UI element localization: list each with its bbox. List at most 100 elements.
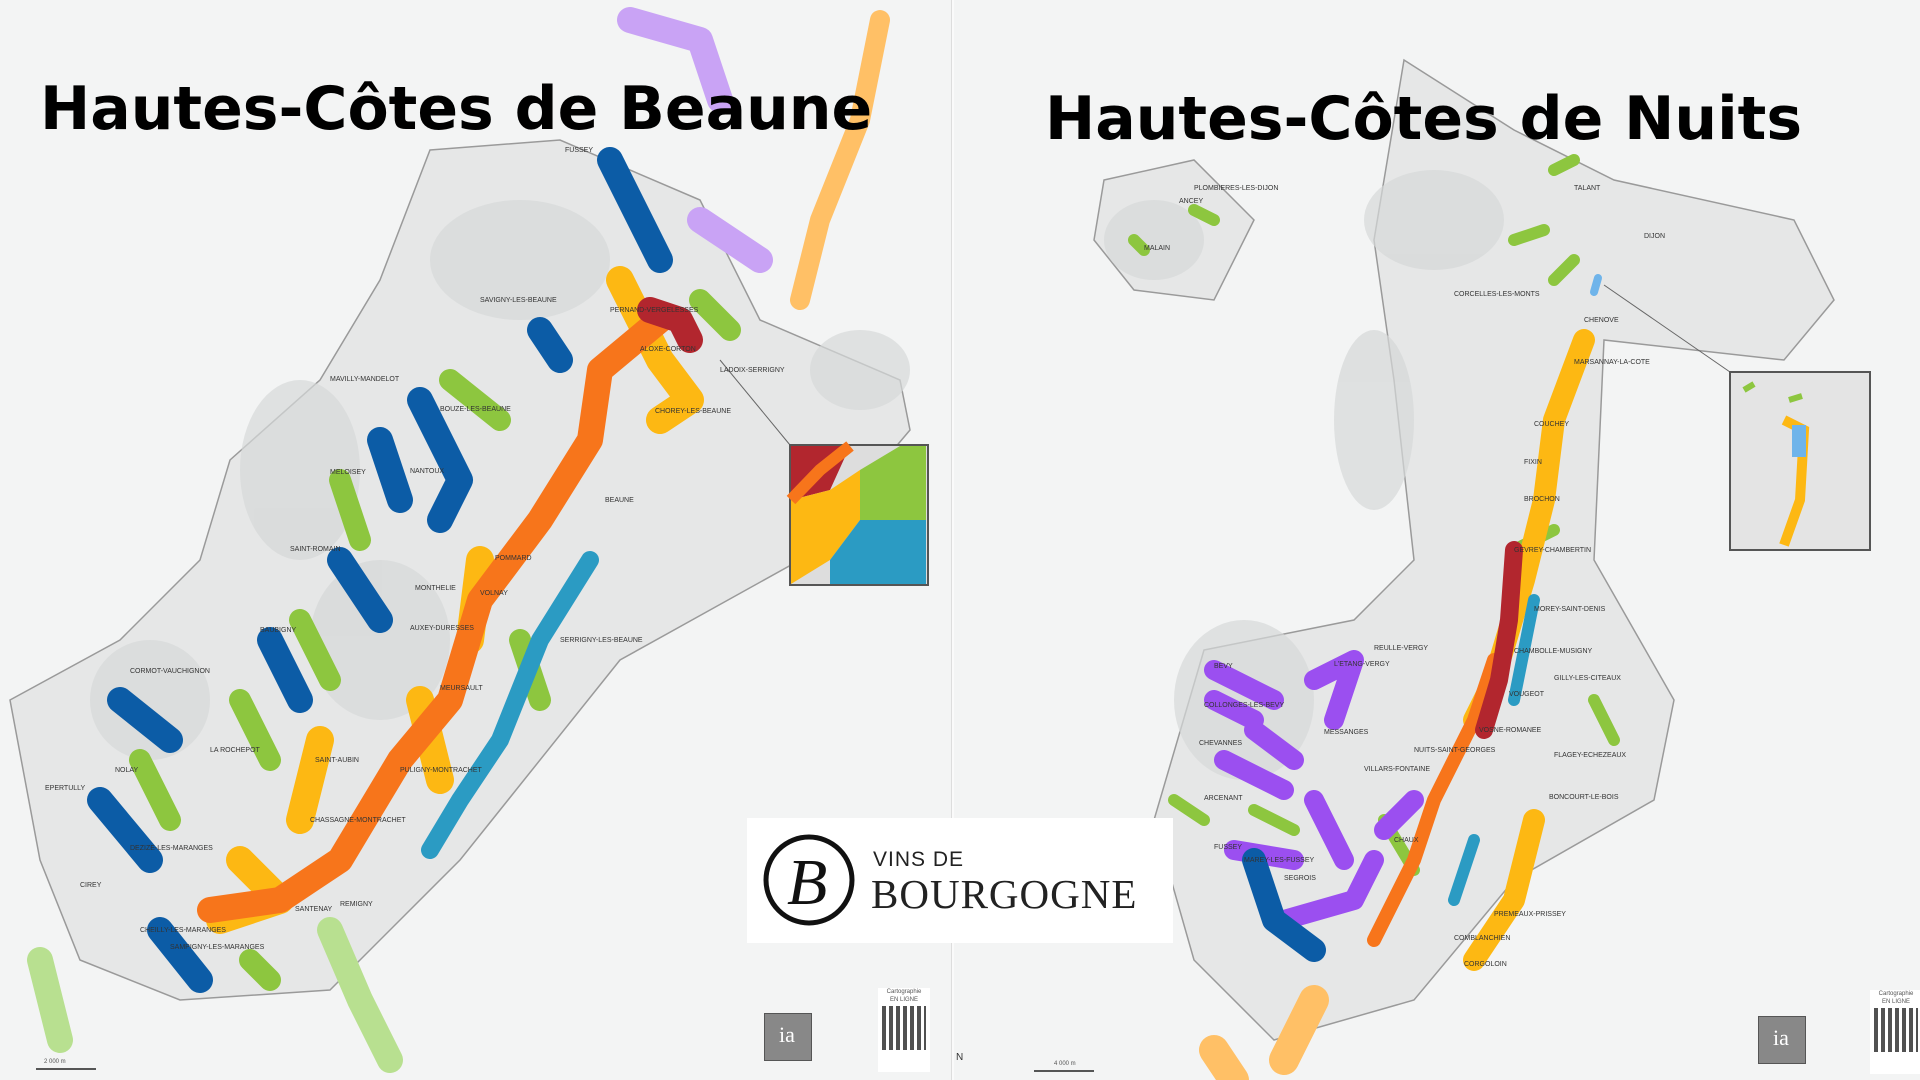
place-label: CIREY [80, 882, 102, 889]
place-label: MARSANNAY-LA-COTE [1574, 359, 1650, 366]
place-label: DEZIZE-LES-MARANGES [130, 845, 213, 852]
vineyard-orange [1367, 653, 1501, 947]
place-label: NOLAY [115, 767, 139, 774]
place-label: EPERTULLY [45, 785, 86, 792]
place-label: CHEILLY-LES-MARANGES [140, 927, 226, 934]
place-label: MALAIN [1144, 245, 1170, 252]
place-label: FIXIN [1524, 459, 1542, 466]
place-labels: DIJON PLOMBIERES-LES-DIJON TALANT ANCEY MALA… [1144, 185, 1665, 968]
vins-de-bourgogne-logo: B VINS DE BOURGOGNE [747, 818, 1173, 943]
place-label: FLAGEY-ECHEZEAUX [1554, 752, 1626, 759]
place-label: NUITS-SAINT-GEORGES [1414, 747, 1496, 754]
logo-line-1: VINS DE [873, 848, 965, 871]
place-label: ARCENANT [1204, 795, 1243, 802]
place-label: MEURSAULT [440, 685, 483, 692]
terrain-hatching [90, 200, 910, 760]
beaune-vineyard-map: FUSSEY SAVIGNY-LES-BEAUNE PERNAND-VERGELES… [9, 7, 929, 1073]
place-label: GEVREY-CHAMBERTIN [1514, 547, 1591, 554]
place-label: SEGROIS [1284, 875, 1316, 882]
vineyard-light [790, 10, 890, 310]
inset-map [1603, 284, 1871, 551]
place-label: COMBLANCHIEN [1454, 935, 1510, 942]
place-label: CHEVANNES [1199, 740, 1242, 747]
place-label: VOUGEOT [1509, 691, 1545, 698]
place-label: CORMOT-VAUCHIGNON [130, 668, 210, 675]
place-label: PREMEAUX-PRISSEY [1494, 911, 1566, 918]
place-label: REMIGNY [340, 901, 373, 908]
place-label: LA ROCHEPOT [210, 747, 261, 754]
institute-logo: ia [1758, 1016, 1806, 1064]
vineyard-teal [421, 551, 599, 859]
cartography-qr-code[interactable]: Cartographie EN LIGNE [1870, 990, 1920, 1074]
place-label: CHAMBOLLE-MUSIGNY [1514, 648, 1593, 655]
place-label: FUSSEY [565, 147, 593, 154]
place-label: SERRIGNY-LES-BEAUNE [560, 637, 643, 644]
title-hautes-cotes-de-nuits: Hautes-Côtes de Nuits [1045, 84, 1803, 154]
vineyard-green [1128, 154, 1620, 876]
place-label: SAINT-AUBIN [315, 757, 359, 764]
place-label: TALANT [1574, 185, 1601, 192]
place-label: BEAUNE [605, 497, 634, 504]
vineyard-light-green [27, 917, 403, 1073]
place-label: POMMARD [495, 555, 532, 562]
scale-label: 2 000 m [44, 1059, 66, 1065]
place-label: DIJON [1644, 233, 1665, 240]
place-label: CHASSAGNE-MONTRACHET [310, 817, 406, 824]
place-label: VOSNE-ROMANEE [1479, 727, 1542, 734]
vineyard-dark-red [637, 297, 703, 353]
place-label: PULIGNY-MONTRACHET [400, 767, 483, 774]
place-label: CORGOLOIN [1464, 961, 1507, 968]
place-label: COLLONGES-LES-BEVY [1204, 702, 1284, 709]
place-label: SAVIGNY-LES-BEAUNE [480, 297, 557, 304]
cartography-qr-code[interactable]: Cartographie EN LIGNE [878, 988, 930, 1072]
svg-text:B: B [787, 846, 827, 919]
vineyard-lavender [617, 7, 773, 273]
commune-boundaries [9, 139, 911, 1001]
place-label: MAREY-LES-FUSSEY [1244, 857, 1314, 864]
vineyard-dark-blue [87, 147, 673, 993]
north-arrow: N [956, 1052, 964, 1063]
place-label: REULLE-VERGY [1374, 645, 1428, 652]
place-label: LADOIX-SERRIGNY [720, 367, 785, 374]
scale-bar [36, 1068, 96, 1070]
title-hautes-cotes-de-beaune: Hautes-Côtes de Beaune [40, 74, 873, 144]
inset-map [719, 359, 929, 586]
bourgogne-monogram-icon: B [763, 834, 855, 926]
place-label: BEVY [1214, 663, 1233, 670]
place-label: BAUBIGNY [260, 627, 297, 634]
place-label: FUSSEY [1214, 844, 1242, 851]
place-label: ANCEY [1179, 198, 1203, 205]
place-label: MELOISEY [330, 469, 366, 476]
scale-bar [1034, 1070, 1094, 1072]
place-label: GILLY-LES-CITEAUX [1554, 675, 1621, 682]
place-labels: FUSSEY SAVIGNY-LES-BEAUNE PERNAND-VERGELES… [45, 147, 785, 951]
place-label: L'ETANG-VERGY [1334, 661, 1390, 668]
vineyard-faded-south [1199, 985, 1329, 1080]
vineyard-light-blue [1590, 274, 1602, 296]
place-label: CORCELLES-LES-MONTS [1454, 291, 1540, 298]
place-label: PLOMBIERES-LES-DIJON [1194, 185, 1278, 192]
place-label: VOLNAY [480, 590, 508, 597]
place-label: BOUZE-LES-BEAUNE [440, 406, 511, 413]
place-label: BONCOURT-LE-BOIS [1549, 794, 1619, 801]
logo-line-2: BOURGOGNE [871, 871, 1138, 917]
place-label: CHOREY-LES-BEAUNE [655, 408, 731, 415]
place-label: ALOXE-CORTON [640, 346, 696, 353]
place-label: BROCHON [1524, 496, 1560, 503]
place-label: NANTOUX [410, 468, 444, 475]
nuits-vineyard-map: DIJON PLOMBIERES-LES-DIJON TALANT ANCEY MALA… [1093, 58, 1871, 1080]
place-label: SANTENAY [295, 906, 333, 913]
place-label: MAVILLY-MANDELOT [330, 376, 400, 383]
place-label: COUCHEY [1534, 421, 1569, 428]
place-label: SAINT-ROMAIN [290, 546, 341, 553]
place-label: MESSANGES [1324, 729, 1369, 736]
place-label: AUXEY-DURESSES [410, 625, 474, 632]
vineyard-dark-blue [1242, 848, 1326, 962]
vineyard-orange [197, 307, 673, 923]
place-label: VILLARS-FONTAINE [1364, 766, 1430, 773]
vineyard-teal [1448, 594, 1540, 906]
map-hautes-cotes-de-beaune: FUSSEY SAVIGNY-LES-BEAUNE PERNAND-VERGELES… [0, 0, 952, 1080]
place-label: PERNAND-VERGELESSES [610, 307, 699, 314]
place-label: MONTHELIE [415, 585, 456, 592]
divider [951, 0, 956, 1080]
